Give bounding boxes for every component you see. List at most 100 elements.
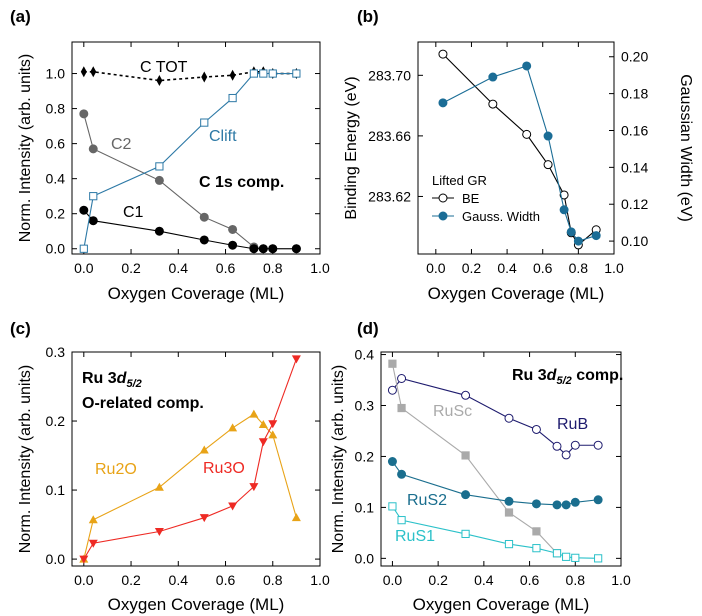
data-point-clift: [249, 69, 258, 78]
data-point-c1: [228, 240, 238, 250]
y-tick-label: 0.3: [355, 398, 375, 414]
data-point-ru2o: [258, 419, 268, 428]
plot-frame-b: [417, 41, 615, 255]
data-point-clift: [79, 244, 88, 253]
y-tick-label: 0.2: [46, 413, 66, 429]
y-tick-label: 283.66: [368, 128, 411, 144]
y-tick-label: 0.0: [355, 550, 375, 566]
panel-a: (a) 0.0 0.2 0.4 0.6 0.8 1.0 0.0 0.2 0.4 0.6 0.8 1.0…: [10, 7, 330, 303]
data-point-clift: [292, 69, 301, 78]
x-tick-label: 0.4: [474, 572, 494, 588]
data-point-rusc: [504, 508, 514, 517]
data-point-ru3o: [249, 483, 259, 492]
data-point-rusc: [461, 451, 470, 460]
x-tick-label: 0.2: [462, 260, 482, 276]
y-tick-label: 283.70: [368, 67, 411, 83]
data-point-rus2: [504, 496, 514, 506]
data-point-ru2o: [154, 482, 164, 491]
data-point-gauss-width: [522, 61, 532, 71]
plot-frame-a: [71, 41, 321, 255]
y-axis-label-a: Norm. Intensity (arb. units): [17, 54, 34, 243]
x-tick-label: 0.2: [121, 260, 141, 276]
x-tick-label: 0.8: [263, 572, 283, 588]
data-point-clift: [268, 69, 277, 78]
data-point-rub: [387, 385, 397, 395]
x-tick-label: 0.8: [566, 572, 586, 588]
x-tick-label: 0.2: [428, 572, 448, 588]
y-axis-label-b: Binding Energy (eV): [343, 76, 360, 219]
data-point-rub: [504, 413, 514, 423]
data-point-rus1: [562, 552, 571, 561]
x-tick-label: 0.6: [520, 572, 540, 588]
panel-b: (b) 0.0 0.2 0.4 0.6 0.8 1.0 283.62 283.66 283.70…: [343, 7, 694, 303]
x-tick-label: 0.8: [569, 260, 589, 276]
panel-label-d: (d): [357, 319, 379, 338]
ticks-d: 0.0 0.2 0.4 0.6 0.8 1.0 0.0 0.1 0.2 0.3 0.4: [355, 347, 631, 588]
y-tick-label-right: 0.16: [621, 122, 648, 138]
series-label-c-tot: C TOT: [140, 59, 188, 76]
data-point-rus1: [594, 554, 603, 563]
data-point-c2: [228, 224, 238, 234]
data-point-clift: [200, 118, 209, 127]
series-a: [79, 66, 301, 254]
legend-marker-be: [438, 193, 448, 203]
series-b: [438, 49, 601, 250]
data-point-ru3o: [291, 355, 301, 364]
data-point-clift: [228, 93, 237, 103]
data-point-rus2: [552, 500, 562, 510]
legend-b: Lifted GR BE Gauss. Width: [432, 173, 540, 224]
series-label-rub: RuB: [557, 416, 588, 433]
data-point-rus2: [570, 497, 580, 507]
data-point-c1: [268, 244, 278, 254]
panel-d: (d) 0.0 0.2 0.4 0.6 0.8 1.0 0.0 0.1 0.2 0.3 0.4 Ox…: [330, 319, 631, 614]
data-point-rus1: [461, 529, 470, 538]
data-point-rub: [531, 424, 541, 434]
data-point-c-tot: [201, 71, 208, 83]
ticks-b: 0.0 0.2 0.4 0.6 0.8 1.0 283.62 283.66 283.70 0.10…: [368, 42, 648, 276]
data-point-c1: [79, 205, 89, 215]
y-axis-label-d: Norm. Intensity (arb. units): [330, 365, 347, 554]
data-point-rus1: [532, 544, 541, 553]
y-tick-label: 0.6: [46, 136, 66, 152]
data-point-be: [438, 49, 448, 59]
plot-frame-c: [71, 351, 321, 567]
data-point-gauss-width: [488, 72, 498, 82]
y-tick-label: 0.3: [46, 344, 66, 360]
data-point-rus2: [461, 490, 471, 500]
data-point-rub: [570, 440, 580, 450]
legend-title-b: Lifted GR: [432, 173, 487, 188]
annotation-d-line1: Ru 3d5/2 comp.: [512, 367, 623, 387]
data-point-rus1: [504, 539, 514, 549]
x-tick-label: 0.4: [497, 260, 517, 276]
y-tick-label: 0.1: [355, 499, 375, 515]
annotation-c-line2: O-related comp.: [82, 395, 204, 412]
data-point-gauss-width: [559, 205, 569, 215]
panel-label-b: (b): [357, 7, 379, 26]
legend-label-be: BE: [462, 191, 480, 206]
data-point-rub: [593, 440, 603, 450]
data-point-ru2o: [268, 430, 278, 439]
data-point-c1: [249, 244, 259, 254]
data-point-be: [488, 99, 498, 109]
data-point-be: [522, 129, 532, 139]
data-point-c1: [88, 216, 98, 226]
x-axis-label-d: Oxygen Coverage (ML): [413, 595, 590, 614]
data-point-ru2o: [199, 445, 209, 454]
data-point-ru3o: [79, 555, 89, 564]
y-tick-label: 0.4: [46, 171, 66, 187]
x-tick-label: 0.0: [74, 260, 94, 276]
y-tick-label: 0.1: [46, 482, 66, 498]
data-point-c1: [154, 226, 164, 236]
legend-marker-gauss: [438, 211, 448, 221]
data-point-clift: [259, 69, 268, 78]
x-tick-label: 0.0: [383, 572, 403, 588]
data-point-clift: [89, 192, 98, 201]
series-label-ru2o: Ru2O: [95, 461, 137, 478]
panel-label-a: (a): [10, 7, 31, 26]
y-axis-label-b-right: Gaussian Width (eV): [677, 74, 694, 222]
data-point-ru3o: [228, 502, 238, 511]
data-point-ru2o: [228, 423, 238, 432]
ticks-a: 0.0 0.2 0.4 0.6 0.8 1.0 0.0 0.2 0.4 0.6 0.8 1.0: [46, 42, 330, 276]
data-point-ru3o: [258, 438, 268, 447]
